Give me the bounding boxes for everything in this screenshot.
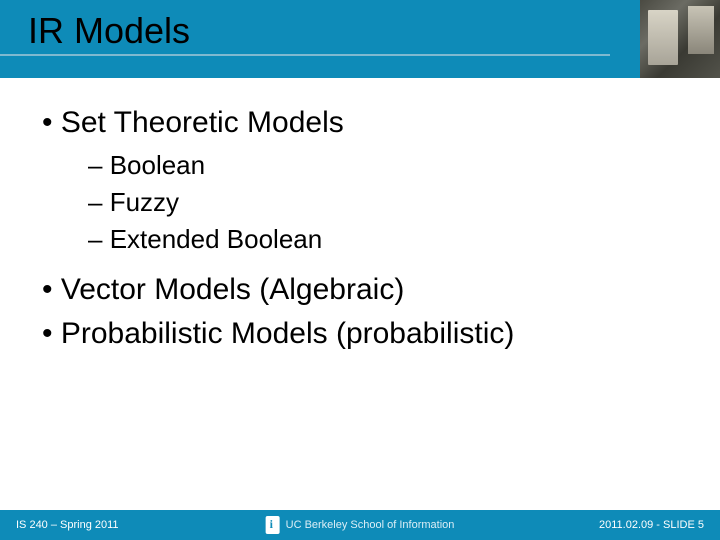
footer-bar: IS 240 – Spring 2011 UC Berkeley School … [0, 510, 720, 540]
slide-body: Set Theoretic Models Boolean Fuzzy Exten… [0, 78, 720, 351]
footer-center: UC Berkeley School of Information [266, 516, 455, 534]
sub-bullet-block: Boolean Fuzzy Extended Boolean [42, 150, 678, 255]
bullet-level1: Set Theoretic Models [42, 106, 678, 140]
bullet-level1: Probabilistic Models (probabilistic) [42, 317, 678, 351]
title-underline [0, 54, 610, 56]
bullet-level1: Vector Models (Algebraic) [42, 273, 678, 307]
footer-center-text: UC Berkeley School of Information [286, 519, 455, 531]
bullet-level2: Extended Boolean [88, 224, 678, 255]
footer-right: 2011.02.09 - SLIDE 5 [599, 519, 704, 531]
title-bar: IR Models [0, 0, 720, 78]
decorative-photo [640, 0, 720, 78]
slide: IR Models Set Theoretic Models Boolean F… [0, 0, 720, 540]
ischool-logo-icon [266, 516, 280, 534]
footer-left: IS 240 – Spring 2011 [16, 519, 119, 531]
slide-title: IR Models [0, 0, 190, 52]
bullet-level2: Fuzzy [88, 187, 678, 218]
bullet-level2: Boolean [88, 150, 678, 181]
